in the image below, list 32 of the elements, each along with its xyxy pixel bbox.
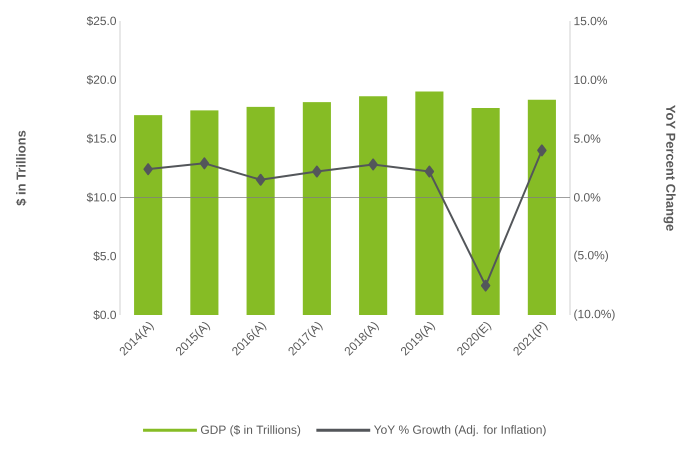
y2-tick-label: 15.0% (574, 16, 607, 26)
bar (134, 115, 162, 315)
y-tick-label: $0.0 (93, 310, 116, 320)
bar (246, 106, 275, 315)
y-tick-label: $10.0 (86, 192, 116, 202)
legend-label: YoY % Growth (Adj. for Inflation) (374, 425, 546, 436)
legend-label: GDP ($ in Trillions) (200, 425, 300, 436)
point (424, 166, 434, 178)
point (200, 157, 210, 170)
y-tick-label: $5.0 (93, 251, 116, 262)
y-axis-title: $ in Trillions (16, 130, 26, 206)
point (480, 280, 490, 292)
point (368, 158, 378, 170)
y-tick-label: $15.0 (86, 134, 116, 144)
point (256, 174, 266, 186)
point (312, 166, 322, 178)
y2-tick-label: 5.0% (574, 134, 600, 143)
y2-tick-label: 0.0% (574, 193, 600, 202)
y2-tick-label: (10.0%) (574, 309, 615, 321)
y-tick-label: $25.0 (86, 16, 116, 26)
bar (528, 100, 556, 315)
bar (359, 96, 388, 315)
y2-axis-title: YoY Percent Change (664, 105, 676, 231)
bar (190, 110, 218, 315)
point (143, 163, 153, 176)
bar (472, 108, 500, 315)
y2-tick-label: (5.0%) (574, 250, 608, 262)
point (537, 144, 547, 156)
y-tick-label: $20.0 (86, 74, 116, 85)
bar (302, 102, 331, 315)
bar (415, 92, 444, 315)
y2-tick-label: 10.0% (574, 76, 607, 84)
